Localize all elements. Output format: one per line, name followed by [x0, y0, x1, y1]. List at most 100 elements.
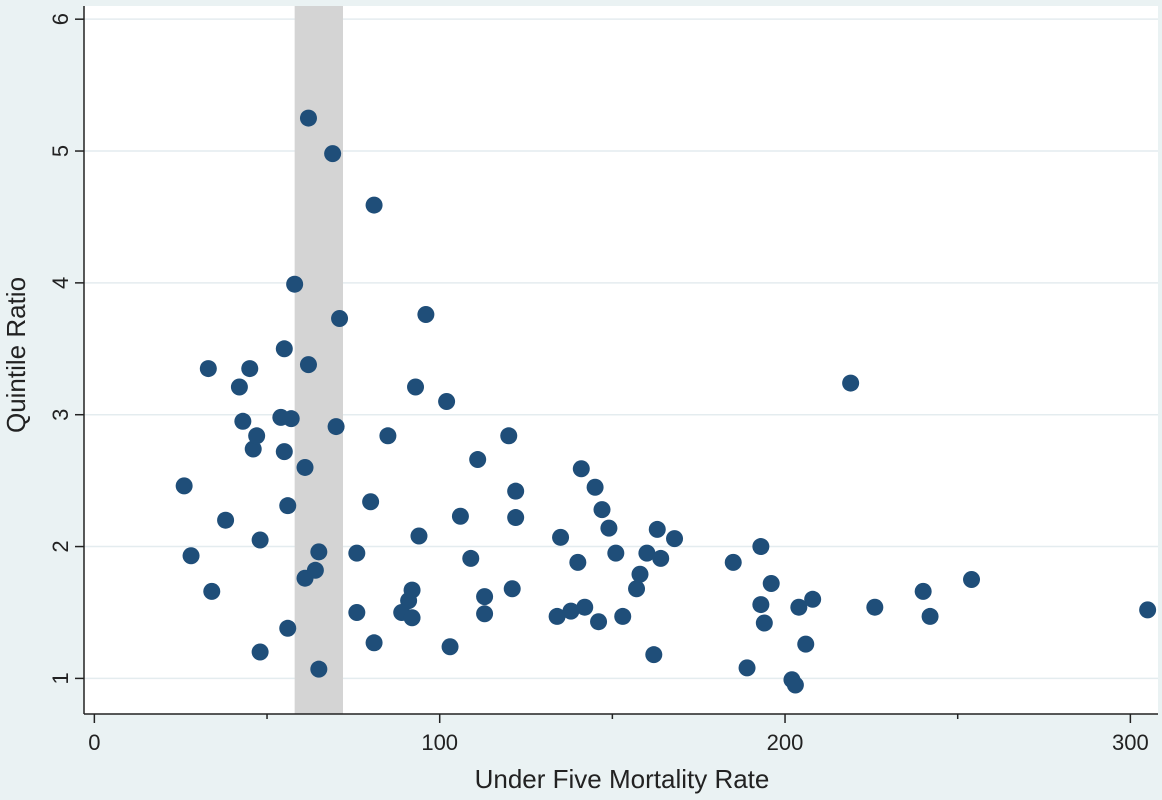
data-point-87 [963, 571, 981, 589]
data-point-46 [469, 451, 487, 469]
data-point-62 [600, 519, 618, 537]
data-point-66 [631, 565, 649, 583]
data-point-42 [438, 393, 456, 411]
y-tick-label-2: 2 [48, 540, 73, 552]
data-point-25 [310, 660, 328, 678]
data-point-86 [921, 607, 939, 625]
data-point-26 [324, 145, 342, 163]
data-point-57 [572, 460, 590, 478]
y-tick-label-1: 1 [48, 672, 73, 684]
data-point-10 [251, 531, 269, 549]
data-point-83 [842, 374, 860, 392]
data-point-76 [755, 614, 773, 632]
data-point-49 [500, 427, 518, 445]
tick-labels: 1 2 3 4 5 6 0 100 200 300 [48, 13, 1149, 755]
data-point-16 [279, 497, 297, 515]
data-point-9 [248, 427, 266, 445]
data-point-81 [797, 635, 815, 653]
data-point-8 [244, 440, 262, 458]
data-point-31 [362, 493, 380, 511]
data-point-17 [282, 410, 300, 428]
data-point-63 [607, 544, 625, 562]
data-point-58 [576, 598, 594, 616]
data-point-79 [786, 676, 804, 694]
y-tick-label-5: 5 [48, 145, 73, 157]
data-point-68 [645, 646, 663, 664]
data-point-23 [306, 561, 324, 579]
data-point-38 [403, 609, 421, 627]
data-point-5 [230, 378, 248, 396]
data-point-3 [203, 582, 221, 600]
data-point-22 [299, 356, 317, 374]
data-point-67 [638, 544, 656, 562]
data-point-37 [403, 581, 421, 599]
data-point-41 [417, 306, 435, 324]
data-point-51 [507, 482, 525, 500]
data-point-6 [234, 412, 252, 430]
data-point-82 [804, 590, 822, 608]
data-point-52 [507, 509, 525, 527]
data-point-74 [752, 538, 770, 556]
data-point-48 [476, 605, 494, 623]
data-point-61 [593, 501, 611, 519]
x-tick-label-200: 200 [767, 730, 804, 755]
data-point-13 [275, 340, 293, 358]
data-point-30 [348, 603, 366, 621]
data-point-32 [365, 196, 383, 214]
data-point-18 [286, 275, 304, 293]
data-point-53 [548, 607, 566, 625]
data-point-43 [441, 638, 459, 656]
data-point-80 [790, 598, 808, 616]
x-tick-label-0: 0 [88, 730, 100, 755]
data-point-24 [310, 543, 328, 561]
data-points [175, 109, 1157, 694]
x-tick-label-100: 100 [421, 730, 458, 755]
data-point-40 [410, 527, 428, 545]
data-point-84 [866, 598, 884, 616]
data-point-75 [752, 596, 770, 614]
y-tick-label-3: 3 [48, 409, 73, 421]
data-point-1 [182, 547, 200, 565]
data-point-50 [503, 580, 521, 598]
data-point-88 [1139, 601, 1157, 619]
data-point-19 [296, 458, 314, 476]
data-point-45 [462, 549, 480, 567]
data-point-2 [199, 360, 217, 378]
data-point-69 [648, 520, 666, 538]
data-point-70 [652, 549, 670, 567]
y-tick-label-6: 6 [48, 13, 73, 25]
data-point-77 [762, 574, 780, 592]
data-point-73 [738, 659, 756, 677]
y-axis-title: Quintile Ratio [1, 277, 31, 433]
data-point-54 [552, 528, 570, 546]
data-point-27 [327, 418, 345, 436]
x-axis-title: Under Five Mortality Rate [475, 764, 770, 794]
data-point-0 [175, 477, 193, 495]
data-point-29 [348, 544, 366, 562]
data-point-15 [279, 619, 297, 637]
data-point-11 [251, 643, 269, 661]
data-point-59 [586, 478, 604, 496]
data-point-4 [217, 511, 235, 529]
data-point-28 [331, 309, 349, 327]
data-point-21 [299, 109, 317, 127]
x-tick-label-300: 300 [1112, 730, 1149, 755]
data-point-33 [365, 634, 383, 652]
data-point-44 [451, 507, 469, 525]
data-point-56 [569, 553, 587, 571]
data-point-14 [275, 443, 293, 461]
data-point-72 [724, 553, 742, 571]
data-point-7 [241, 360, 259, 378]
data-point-60 [590, 613, 608, 631]
data-point-55 [562, 602, 580, 620]
data-point-47 [476, 588, 494, 606]
data-point-71 [666, 530, 684, 548]
data-point-65 [628, 580, 646, 598]
data-point-85 [914, 582, 932, 600]
axes [75, 6, 1158, 723]
data-point-34 [379, 427, 397, 445]
plot-background [84, 6, 1158, 714]
data-point-64 [614, 607, 632, 625]
